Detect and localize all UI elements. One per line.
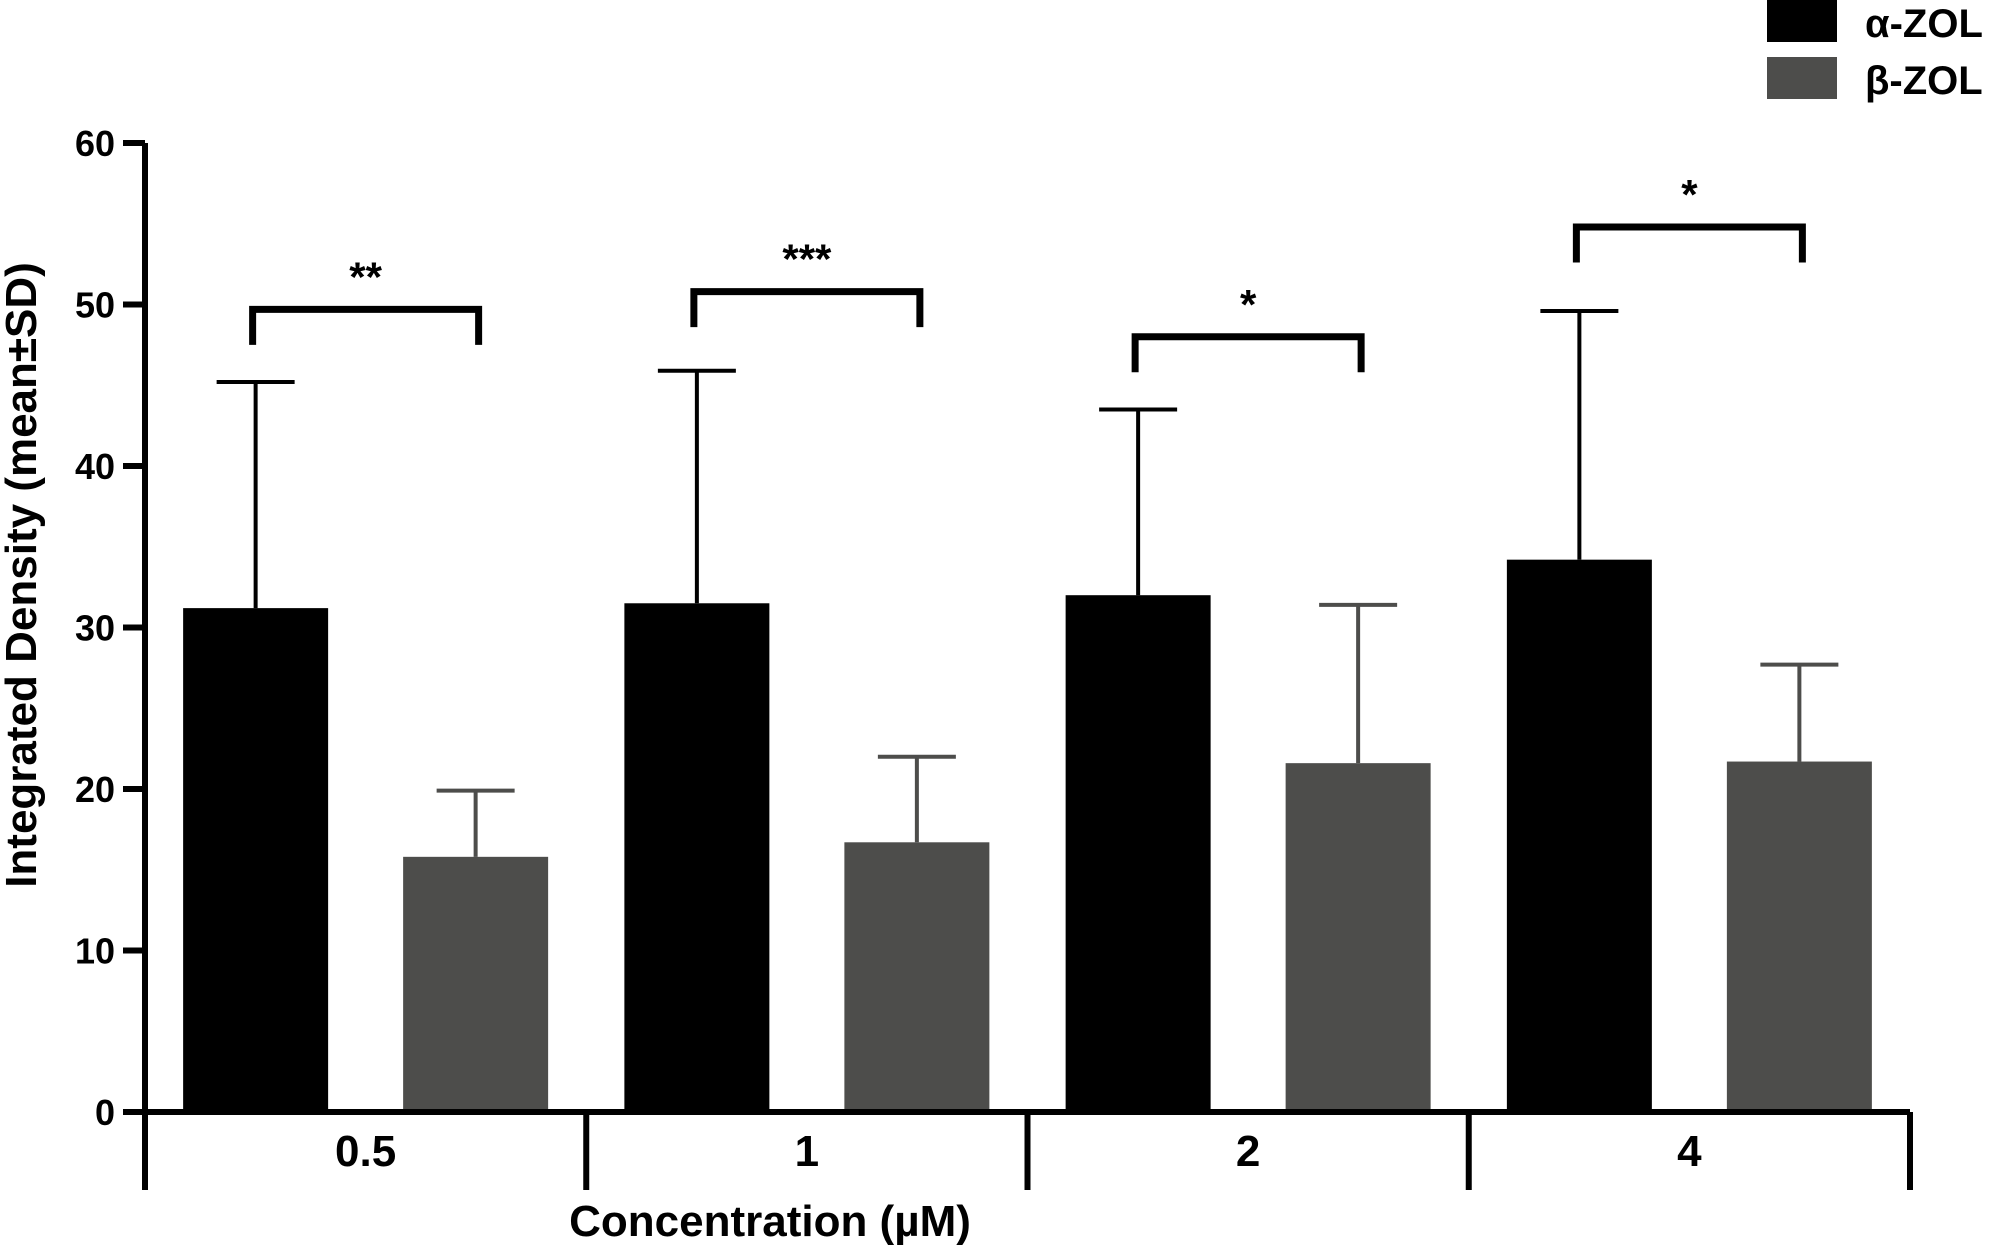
axes-layer: 0 10 20 30 40 50 60 0.5 1 2 4 [75,123,1913,1190]
bar-beta-zol-1 [844,842,990,1112]
x-tick-label-1: 1 [795,1127,819,1176]
legend-swatch-beta-zol [1767,57,1837,99]
error-bar-beta-zol-0.5 [436,788,515,857]
bar-beta-zol-2 [1285,763,1431,1112]
error-bar-alpha-zol-1 [657,368,736,604]
legend: α-ZOL β-ZOL [1767,0,1983,103]
legend-swatch-alpha-zol [1767,0,1837,42]
x-tick-label-4: 4 [1677,1127,1702,1176]
y-tick-label-0: 0 [95,1092,115,1133]
x-tick-label-2: 2 [1236,1127,1260,1176]
error-bar-beta-zol-1 [877,754,956,843]
y-axis-title: Integrated Density (mean±SD) [0,262,46,888]
significance-bracket-1: *** [690,236,924,328]
y-tick-label-10: 10 [75,931,115,972]
error-bar-beta-zol-2 [1319,602,1398,764]
y-tick-label-60: 60 [75,123,115,164]
significance-bracket-2: * [1131,281,1365,373]
y-tick-label-50: 50 [75,285,115,326]
error-bar-alpha-zol-2 [1099,407,1178,596]
bar-alpha-zol-0.5 [183,608,329,1112]
significance-label-1: *** [782,236,832,283]
significance-label-0.5: ** [349,253,382,300]
significance-label-2: * [1240,281,1257,328]
legend-label-alpha-zol: α-ZOL [1865,2,1983,46]
error-bar-alpha-zol-4 [1540,308,1619,560]
y-tick-label-30: 30 [75,608,115,649]
significance-bracket-0.5: ** [249,253,483,345]
x-tick-label-0.5: 0.5 [335,1127,396,1176]
bar-alpha-zol-1 [624,603,770,1112]
legend-label-beta-zol: β-ZOL [1865,59,1983,103]
bar-alpha-zol-2 [1065,595,1211,1112]
x-axis-title: Concentration (µM) [569,1197,971,1246]
bars-layer [183,559,1872,1112]
error-bar-alpha-zol-0.5 [216,380,295,609]
significance-layer: ** ***** [249,171,1806,373]
error-bar-beta-zol-4 [1760,662,1839,762]
significance-label-4: * [1681,171,1698,218]
y-tick-label-20: 20 [75,769,115,810]
bar-beta-zol-4 [1726,761,1872,1112]
significance-bracket-4: * [1572,171,1806,263]
error-bars-layer [216,308,1839,857]
bar-alpha-zol-4 [1506,559,1652,1112]
bar-beta-zol-0.5 [403,856,549,1112]
y-tick-label-40: 40 [75,446,115,487]
